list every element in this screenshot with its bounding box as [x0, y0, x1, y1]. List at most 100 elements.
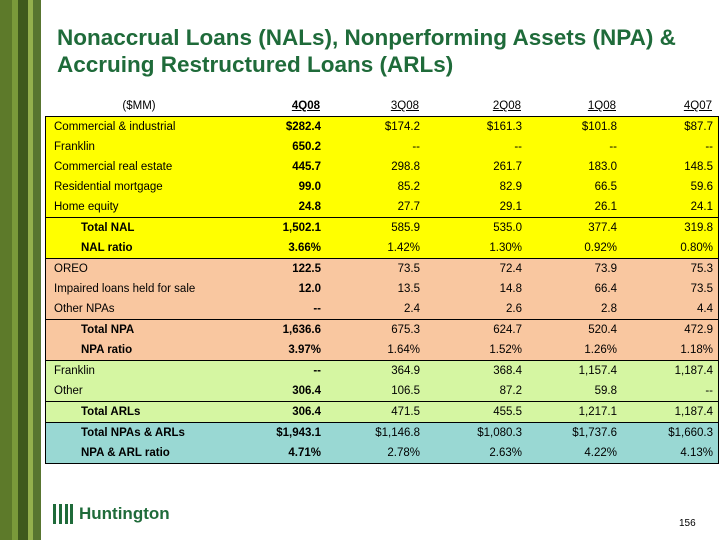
- cell-value: 99.0: [298, 181, 321, 193]
- cell-value: 298.8: [391, 161, 420, 173]
- row-label: Total NPAs & ARLs: [81, 427, 185, 439]
- cell-value: 1,636.6: [282, 324, 321, 336]
- row-label: Franklin: [54, 365, 95, 377]
- cell-value: --: [514, 141, 522, 153]
- cell-value: --: [313, 303, 321, 315]
- cell-value: $87.7: [684, 121, 713, 133]
- row-label: Other NPAs: [54, 303, 115, 315]
- cell-value: 585.9: [391, 222, 420, 234]
- table-row: Franklin -- 364.9 368.4 1,157.4 1,187.4: [46, 361, 718, 381]
- cell-value: 14.8: [499, 283, 522, 295]
- cell-value: 471.5: [391, 406, 420, 418]
- cell-value: 0.92%: [584, 242, 617, 254]
- cell-value: 1.26%: [584, 344, 617, 356]
- cell-value: $1,080.3: [477, 427, 522, 439]
- cell-value: 3.97%: [288, 344, 321, 356]
- cell-value: $1,943.1: [276, 427, 321, 439]
- total-row: Total ARLs 306.4 471.5 455.5 1,217.1 1,187.4: [46, 402, 718, 422]
- cell-value: --: [705, 385, 713, 397]
- cell-value: 73.5: [690, 283, 713, 295]
- cell-value: 26.1: [594, 201, 617, 213]
- cell-value: 1.64%: [387, 344, 420, 356]
- total-row: Total NPA 1,636.6 675.3 624.7 520.4 472.9: [46, 320, 718, 340]
- decor-stripe: [18, 0, 28, 540]
- row-label: NAL ratio: [81, 242, 133, 254]
- cell-value: 72.4: [499, 263, 522, 275]
- cell-value: 12.0: [298, 283, 321, 295]
- cell-value: 59.8: [594, 385, 617, 397]
- table-row: Impaired loans held for sale 12.0 13.5 14.8…: [46, 279, 718, 299]
- cell-value: 261.7: [493, 161, 522, 173]
- cell-value: 1.18%: [680, 344, 713, 356]
- decor-stripe: [0, 0, 12, 540]
- row-label: Impaired loans held for sale: [54, 283, 196, 295]
- cell-value: $1,146.8: [375, 427, 420, 439]
- cell-value: 319.8: [684, 222, 713, 234]
- row-label: OREO: [54, 263, 88, 275]
- total-row: NPA ratio 3.97% 1.64% 1.52% 1.26% 1.18%: [46, 340, 718, 360]
- cell-value: 59.6: [690, 181, 713, 193]
- cell-value: $101.8: [581, 121, 617, 133]
- arl-section: Franklin -- 364.9 368.4 1,157.4 1,187.4 Other 3…: [45, 361, 719, 423]
- cell-value: 0.80%: [680, 242, 713, 254]
- table-row: Other 306.4 106.5 87.2 59.8 --: [46, 381, 718, 401]
- decor-stripe: [12, 0, 18, 540]
- row-label: NPA & ARL ratio: [81, 447, 170, 459]
- cell-value: $1,737.6: [572, 427, 617, 439]
- cell-value: 472.9: [684, 324, 713, 336]
- cell-value: 445.7: [292, 161, 321, 173]
- cell-value: 3.66%: [288, 242, 321, 254]
- cell-value: 535.0: [493, 222, 522, 234]
- cell-value: 148.5: [684, 161, 713, 173]
- cell-value: 2.78%: [387, 447, 420, 459]
- cell-value: 1,217.1: [578, 406, 617, 418]
- cell-value: 364.9: [391, 365, 420, 377]
- cell-value: 106.5: [391, 385, 420, 397]
- table-row: Other NPAs -- 2.4 2.6 2.8 4.4: [46, 299, 718, 319]
- cell-value: 183.0: [588, 161, 617, 173]
- cell-value: 73.9: [594, 263, 617, 275]
- cell-value: 87.2: [499, 385, 522, 397]
- cell-value: 82.9: [499, 181, 522, 193]
- cell-value: 75.3: [690, 263, 713, 275]
- loans-table: ($MM) 4Q08 3Q08 2Q08 1Q08 4Q07 Commercia…: [45, 96, 719, 464]
- cell-value: 377.4: [588, 222, 617, 234]
- cell-value: --: [609, 141, 617, 153]
- cell-value: --: [412, 141, 420, 153]
- cell-value: $161.3: [486, 121, 522, 133]
- cell-value: 27.7: [397, 201, 420, 213]
- cell-value: 650.2: [292, 141, 321, 153]
- grand-total-section: Total NPAs & ARLs $1,943.1 $1,146.8 $1,080.…: [45, 423, 719, 464]
- cell-value: 520.4: [588, 324, 617, 336]
- logo-mark-icon: [53, 504, 73, 524]
- cell-value: $174.2: [384, 121, 420, 133]
- cell-value: 1.42%: [387, 242, 420, 254]
- total-row: Total NPAs & ARLs $1,943.1 $1,146.8 $1,080.…: [46, 423, 718, 443]
- cell-value: 306.4: [292, 406, 321, 418]
- row-label: Total NPA: [81, 324, 135, 336]
- row-label: Commercial real estate: [54, 161, 173, 173]
- cell-value: 4.13%: [680, 447, 713, 459]
- cell-value: 24.8: [298, 201, 321, 213]
- cell-value: 4.4: [697, 303, 713, 315]
- cell-value: 1,502.1: [282, 222, 321, 234]
- row-label: Franklin: [54, 141, 95, 153]
- table-row: OREO 122.5 73.5 72.4 73.9 75.3: [46, 259, 718, 279]
- npa-section: OREO 122.5 73.5 72.4 73.9 75.3 Impaired loans …: [45, 259, 719, 361]
- header-col: 4Q07: [683, 100, 712, 112]
- header-col: 2Q08: [492, 100, 521, 112]
- header-col: 1Q08: [587, 100, 616, 112]
- cell-value: 1.52%: [489, 344, 522, 356]
- page-number: 156: [679, 518, 696, 529]
- table-row: Residential mortgage 99.0 85.2 82.9 66.5 59.6: [46, 177, 718, 197]
- cell-value: --: [313, 365, 321, 377]
- cell-value: 1.30%: [489, 242, 522, 254]
- cell-value: 1,157.4: [578, 365, 617, 377]
- cell-value: 4.22%: [584, 447, 617, 459]
- cell-value: 675.3: [391, 324, 420, 336]
- cell-value: $282.4: [285, 121, 321, 133]
- table-row: Franklin 650.2 -- -- -- --: [46, 137, 718, 157]
- cell-value: 306.4: [292, 385, 321, 397]
- cell-value: 2.4: [404, 303, 420, 315]
- cell-value: 122.5: [292, 263, 321, 275]
